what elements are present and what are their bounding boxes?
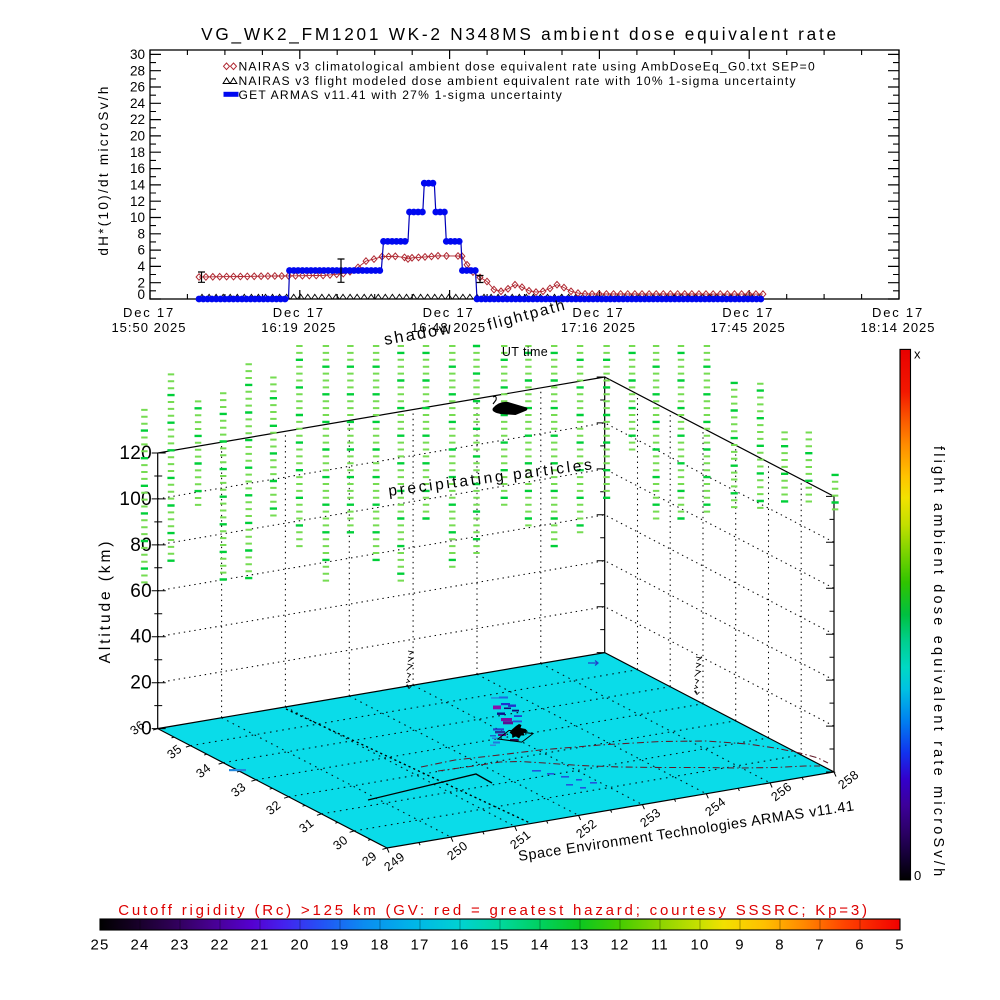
svg-text:5: 5 [895, 937, 905, 954]
svg-text:Dec 17: Dec 17 [722, 305, 774, 320]
svg-text:10: 10 [690, 937, 709, 954]
svg-text:0: 0 [141, 719, 152, 740]
svg-text:flight ambient dose equivalent: flight ambient dose equivalent rate micr… [930, 446, 946, 879]
svg-text:20: 20 [130, 673, 152, 694]
svg-text:20: 20 [130, 129, 145, 144]
svg-text:40: 40 [130, 627, 152, 648]
svg-text:Dec 17: Dec 17 [123, 305, 175, 320]
svg-text:13: 13 [570, 937, 589, 954]
svg-text:UT time: UT time [502, 345, 548, 359]
svg-text:Cutoff rigidity (Rc) >125 km (: Cutoff rigidity (Rc) >125 km (GV: red = … [118, 902, 870, 919]
svg-text:25: 25 [90, 937, 109, 954]
svg-text:80: 80 [130, 535, 152, 556]
svg-text:14: 14 [130, 178, 146, 193]
svg-text:18: 18 [130, 145, 145, 160]
svg-text:Dec 17: Dec 17 [423, 305, 475, 320]
svg-text:100: 100 [119, 489, 152, 510]
svg-text:6: 6 [137, 243, 145, 258]
svg-text:60: 60 [130, 581, 152, 602]
svg-text:22: 22 [210, 937, 229, 954]
svg-text:24: 24 [130, 96, 146, 111]
svg-text:16: 16 [450, 937, 469, 954]
svg-text:16:19 2025: 16:19 2025 [261, 320, 336, 335]
svg-text:21: 21 [250, 937, 269, 954]
svg-text:18:14 2025: 18:14 2025 [860, 320, 935, 335]
svg-text:Dec 17: Dec 17 [572, 305, 624, 320]
svg-text:20: 20 [290, 937, 309, 954]
svg-text:GET ARMAS v11.41 with 27% 1-si: GET ARMAS v11.41 with 27% 1-sigma uncert… [239, 88, 563, 102]
svg-text:0: 0 [914, 868, 921, 883]
svg-text:22: 22 [130, 112, 145, 127]
svg-text:28: 28 [130, 63, 145, 78]
svg-text:23: 23 [170, 937, 189, 954]
svg-text:18: 18 [370, 937, 389, 954]
svg-text:11: 11 [651, 937, 669, 954]
svg-text:4: 4 [137, 259, 145, 274]
svg-text:19: 19 [330, 937, 349, 954]
svg-text:15: 15 [490, 937, 509, 954]
svg-text:17: 17 [410, 937, 429, 954]
svg-text:15:50 2025: 15:50 2025 [111, 320, 186, 335]
svg-text:NAIRAS v3 flight modeled dose: NAIRAS v3 flight modeled dose ambient eq… [239, 74, 797, 88]
svg-text:VG_WK2_FM1201 WK-2 N348MS: VG_WK2_FM1201 WK-2 N348MS ambient dose e… [201, 24, 839, 44]
svg-text:17:45 2025: 17:45 2025 [711, 320, 786, 335]
svg-text:x: x [914, 347, 921, 362]
svg-text:9: 9 [735, 937, 745, 954]
svg-text:Dec 17: Dec 17 [872, 305, 924, 320]
svg-text:6: 6 [855, 937, 865, 954]
svg-text:17:16 2025: 17:16 2025 [561, 320, 636, 335]
svg-text:24: 24 [130, 937, 149, 954]
svg-text:26: 26 [130, 80, 145, 95]
svg-text:12: 12 [610, 937, 629, 954]
svg-text:Dec 17: Dec 17 [273, 305, 325, 320]
svg-text:10: 10 [130, 210, 145, 225]
svg-text:120: 120 [119, 443, 152, 464]
svg-text:0: 0 [137, 287, 145, 302]
svg-text:16:48 2025: 16:48 2025 [411, 320, 486, 335]
svg-text:7: 7 [815, 937, 825, 954]
svg-text:Altitude (km): Altitude (km) [97, 539, 114, 664]
svg-text:NAIRAS v3 climatological ambie: NAIRAS v3 climatological ambient dose eq… [239, 60, 816, 74]
svg-text:30: 30 [130, 47, 145, 62]
svg-text:12: 12 [130, 194, 145, 209]
svg-text:8: 8 [137, 226, 145, 241]
svg-text:2: 2 [137, 275, 145, 290]
svg-text:dH*(10)/dt microSv/h: dH*(10)/dt microSv/h [96, 84, 111, 255]
svg-text:16: 16 [130, 161, 145, 176]
svg-text:8: 8 [775, 937, 785, 954]
svg-text:14: 14 [530, 937, 549, 954]
